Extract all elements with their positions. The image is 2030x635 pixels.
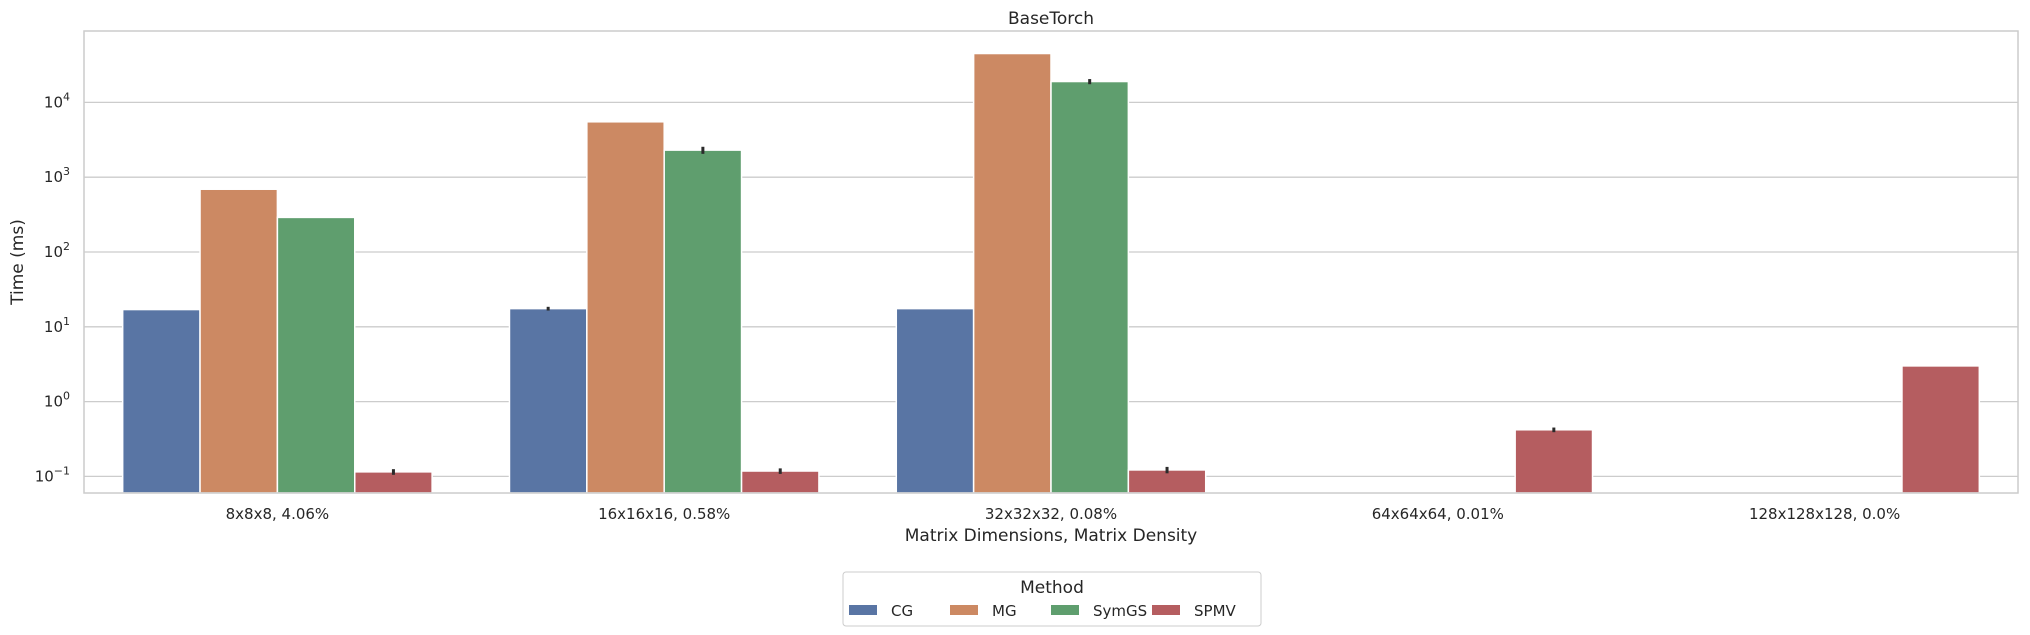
bar-spmv <box>1514 429 1594 494</box>
bars <box>121 52 1981 494</box>
x-tick-label: 64x64x64, 0.01% <box>1372 505 1504 523</box>
x-tick-label: 32x32x32, 0.08% <box>985 505 1117 523</box>
x-tick-label: 16x16x16, 0.58% <box>598 505 730 523</box>
legend-items: CG MG SymGS SPMV <box>849 602 1237 620</box>
y-tick-label: 103 <box>44 165 70 186</box>
y-tick-label: 102 <box>44 240 70 261</box>
x-axis-label: Matrix Dimensions, Matrix Density <box>905 526 1198 546</box>
x-tick-labels: 8x8x8, 4.06% 16x16x16, 0.58% 32x32x32, 0.0… <box>226 505 1901 523</box>
y-tick-label: 101 <box>44 315 70 336</box>
bar-cg <box>895 307 975 494</box>
x-tick-label: 128x128x128, 0.0% <box>1749 505 1900 523</box>
bar-mg <box>199 188 279 494</box>
bar-mg <box>972 52 1052 494</box>
bar-symgs <box>276 216 356 494</box>
y-tick-label: 100 <box>44 390 70 411</box>
bar-spmv <box>1127 469 1207 494</box>
y-tick-label: 104 <box>44 90 70 111</box>
bar-cg <box>121 308 201 494</box>
legend-label-spmv: SPMV <box>1194 602 1237 620</box>
y-axis-label: Time (ms) <box>8 219 28 306</box>
legend-label-cg: CG <box>891 602 913 620</box>
legend-label-mg: MG <box>992 602 1017 620</box>
legend-label-symgs: SymGS <box>1093 602 1147 620</box>
bar-spmv <box>354 471 433 494</box>
legend: Method CG MG SymGS SPMV <box>842 571 1262 627</box>
plot-frame <box>83 30 2019 494</box>
bar-spmv <box>1901 365 1981 494</box>
chart-title: BaseTorch <box>1008 9 1094 29</box>
bar-symgs <box>1050 80 1130 494</box>
bar-mg <box>586 121 665 494</box>
error-bars <box>391 79 1556 475</box>
y-tick-label: 10−1 <box>35 464 70 485</box>
y-tick-labels: 10−1 100 101 102 103 104 <box>35 90 70 485</box>
x-tick-label: 8x8x8, 4.06% <box>226 505 330 523</box>
legend-swatch-symgs <box>1051 605 1079 615</box>
legend-swatch-cg <box>849 605 877 615</box>
legend-swatch-spmv <box>1152 605 1180 615</box>
bar-cg <box>508 307 588 494</box>
legend-swatch-mg <box>950 605 978 615</box>
bar-symgs <box>663 149 743 494</box>
legend-title: Method <box>1020 578 1084 598</box>
bar-spmv <box>740 470 820 494</box>
